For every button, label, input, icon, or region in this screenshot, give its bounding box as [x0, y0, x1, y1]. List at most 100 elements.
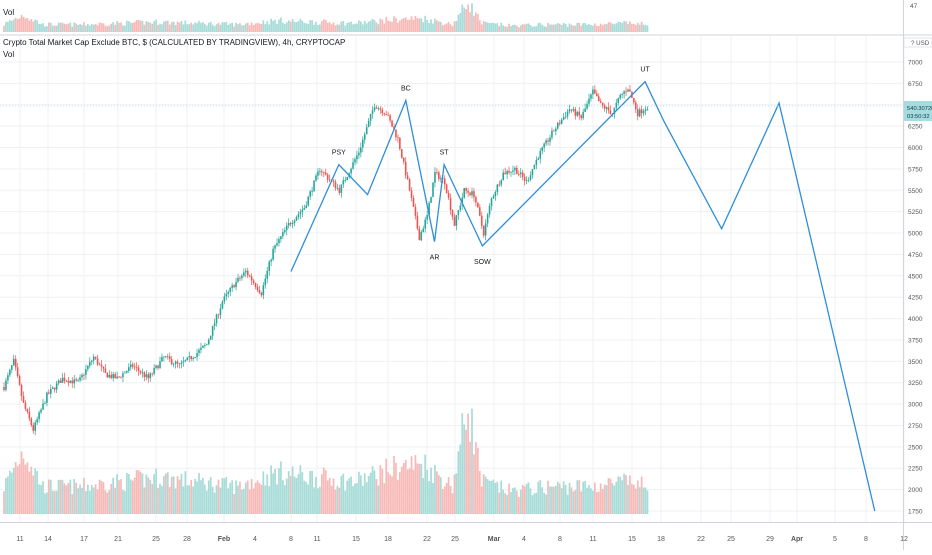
- candle-body: [402, 157, 405, 162]
- candle-body: [432, 182, 434, 198]
- volume-bar-top: [227, 25, 230, 32]
- candle-body: [26, 408, 29, 412]
- volume-bar: [580, 491, 583, 514]
- candle-body: [284, 230, 286, 233]
- candle-body: [422, 228, 425, 233]
- volume-bar: [510, 492, 512, 514]
- projection-line: [290, 80, 876, 512]
- candle-body: [151, 373, 153, 375]
- volume-bar: [38, 484, 40, 514]
- candle-body: [385, 114, 387, 115]
- volume-bar: [248, 489, 251, 514]
- volume-bar: [445, 482, 448, 514]
- symbol-title[interactable]: Crypto Total Market Cap Exclude BTC, $ (…: [3, 38, 346, 47]
- volume-bar: [517, 497, 520, 514]
- volume-bar-top: [63, 23, 66, 32]
- candle-body: [469, 192, 471, 196]
- volume-bar: [204, 484, 206, 514]
- volume-bar-top: [168, 24, 171, 32]
- candle-body: [131, 364, 134, 367]
- volume-bar-top: [346, 22, 349, 32]
- volume-bar-top: [30, 19, 33, 32]
- volume-bar-top: [205, 25, 208, 32]
- currency-badge: [903, 37, 932, 48]
- volume-bar-top: [478, 20, 481, 32]
- candle-body: [223, 296, 226, 302]
- volume-bar: [270, 465, 272, 514]
- volume-bar-top: [371, 18, 374, 32]
- volume-bar-top: [533, 26, 536, 32]
- candle-body: [529, 175, 532, 180]
- candle-body: [77, 380, 79, 382]
- volume-bar-top: [81, 24, 83, 32]
- volume-bar: [344, 490, 347, 514]
- volume-bar: [147, 477, 150, 514]
- volume-bar: [514, 487, 516, 514]
- volume-bar: [346, 480, 349, 514]
- candle-body: [486, 214, 489, 224]
- volume-bar: [243, 488, 245, 514]
- candle-body: [303, 207, 306, 210]
- candle-body: [16, 367, 19, 376]
- volume-bar: [207, 480, 210, 514]
- volume-bar-top: [473, 15, 475, 33]
- candle-body: [256, 286, 259, 291]
- candle-body: [170, 359, 173, 365]
- candle-body: [326, 174, 329, 180]
- volume-bar: [644, 487, 647, 514]
- volume-bar: [90, 484, 93, 514]
- candle-body: [61, 377, 64, 383]
- volume-bar-top: [441, 25, 444, 32]
- volume-bar: [63, 483, 66, 514]
- candle-body: [527, 179, 530, 181]
- volume-bar: [75, 482, 77, 514]
- candle-body: [490, 198, 493, 207]
- volume-bar-top: [85, 25, 87, 32]
- volume-bar: [576, 480, 579, 514]
- volume-bar-top: [250, 22, 253, 32]
- x-tick-label: 11: [16, 536, 23, 543]
- x-tick-label: 22: [697, 536, 705, 543]
- volume-bar: [46, 492, 48, 514]
- volume-bar: [541, 487, 544, 514]
- volume-bar-top: [551, 24, 553, 32]
- volume-bar: [365, 482, 368, 514]
- volume-bar-top: [141, 20, 144, 32]
- candle-body: [126, 370, 128, 373]
- volume-bar-top: [449, 24, 452, 32]
- volume-bar-top: [623, 20, 625, 32]
- candle-body: [266, 270, 269, 279]
- candle-body: [63, 377, 66, 381]
- candle-body: [94, 356, 97, 359]
- volume-bar: [26, 462, 29, 514]
- volume-bar-top: [3, 25, 5, 32]
- volume-bar-top: [14, 17, 17, 32]
- volume-bar: [336, 485, 339, 514]
- wyckoff-label: BC: [401, 85, 411, 92]
- volume-bar: [361, 485, 364, 514]
- candle-body: [580, 115, 582, 119]
- volume-bar-top: [42, 23, 44, 32]
- volume-bar: [293, 476, 296, 514]
- volume-bar-top: [471, 3, 473, 32]
- candle-body: [453, 216, 456, 226]
- volume-bar-top: [96, 25, 99, 32]
- volume-bar-top: [248, 25, 251, 32]
- candle-body: [547, 140, 549, 142]
- candle-body: [85, 369, 87, 375]
- candle-body: [619, 94, 621, 99]
- candle-body: [578, 111, 581, 116]
- candle-body: [180, 362, 183, 364]
- candle-body: [494, 191, 497, 197]
- volume-bar-top: [611, 23, 614, 32]
- candle-body: [523, 176, 526, 181]
- candle-body: [51, 387, 54, 389]
- volume-bar-top: [484, 21, 487, 32]
- volume-bar: [153, 474, 155, 514]
- candle-body: [260, 292, 263, 296]
- volume-bar-top: [369, 20, 372, 32]
- candle-body: [627, 89, 629, 92]
